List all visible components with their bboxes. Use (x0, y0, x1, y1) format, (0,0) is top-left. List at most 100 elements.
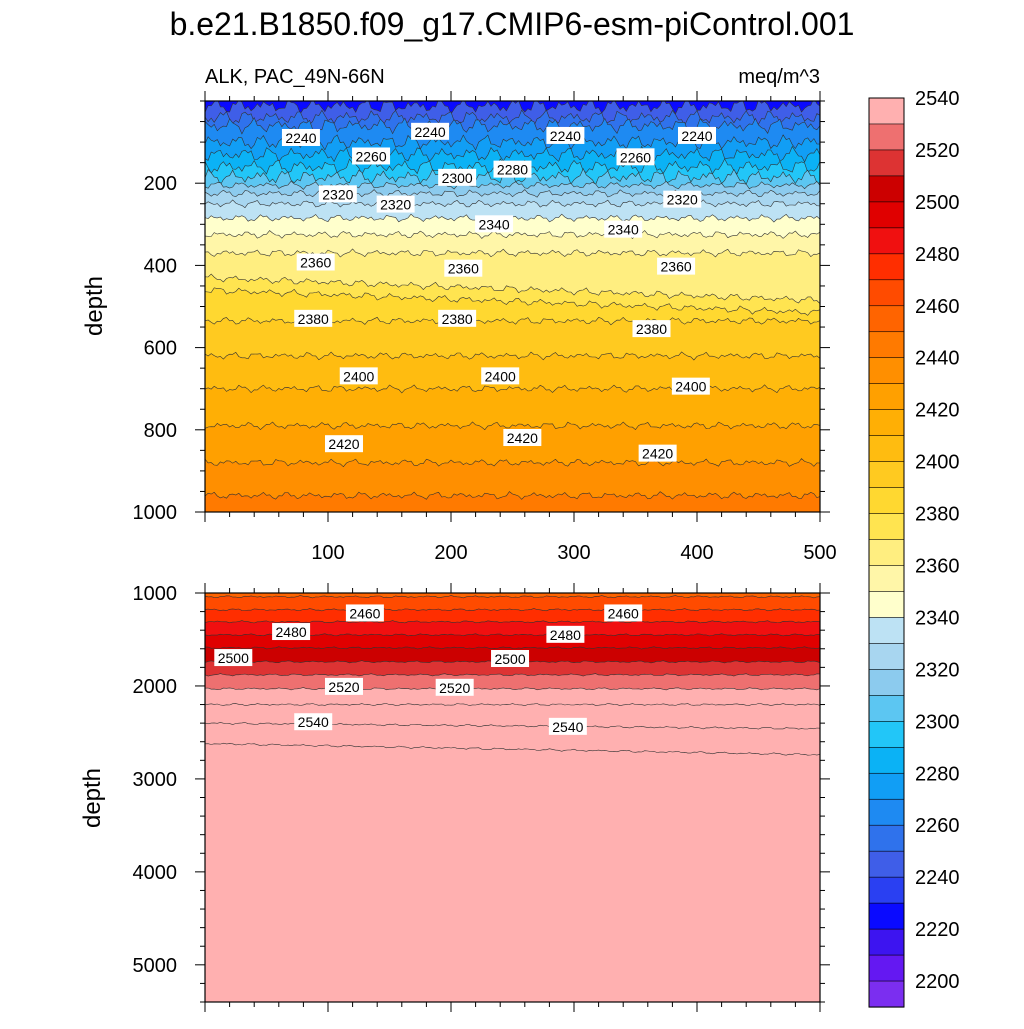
colorbar-tick-label: 2340 (915, 607, 960, 629)
chart-title: b.e21.B1850.f09_g17.CMIP6-esm-piControl.… (170, 6, 855, 42)
contour-line-2530 (205, 703, 820, 707)
contour-line-2310 (205, 189, 820, 198)
colorbar-tick-label: 2300 (915, 711, 960, 733)
contour-label: 2520 (435, 678, 474, 696)
colorbar-swatch (868, 383, 905, 411)
contour-label-text: 2380 (442, 311, 473, 327)
colorbar-tick-label: 2360 (915, 556, 960, 578)
colorbar-swatch (868, 123, 905, 151)
contour-label: 2300 (438, 168, 477, 186)
colorbar-swatch (868, 669, 905, 696)
contour-band-2550 (205, 743, 820, 1002)
y-tick-label: 2000 (133, 676, 178, 698)
contour-line-2340 (205, 230, 820, 240)
contour-label-text: 2380 (636, 321, 667, 337)
contour-line-2300 (205, 180, 820, 190)
colorbar-swatch (868, 565, 905, 593)
contour-label: 2260 (616, 148, 655, 166)
contour-label-text: 2460 (608, 605, 639, 621)
contour-label-text: 2240 (285, 130, 316, 146)
colorbar-tick-label: 2400 (915, 452, 960, 474)
colorbar-tick-label: 2200 (915, 971, 960, 993)
colorbar-swatch (868, 435, 905, 463)
contour-line-2320 (205, 199, 820, 209)
y-tick-label: 1000 (133, 583, 178, 605)
contour-label-text: 2260 (355, 148, 386, 164)
contour-label-text: 2300 (442, 170, 473, 186)
x-tick-label: 400 (680, 542, 713, 564)
contour-label-text: 2500 (494, 651, 525, 667)
contour-label: 2400 (339, 367, 378, 385)
contour-label: 2240 (678, 126, 716, 144)
contour-label-text: 2420 (328, 436, 359, 452)
variable-label: ALK, PAC_49N-66N (205, 66, 385, 88)
colorbar-tick-label: 2460 (915, 296, 960, 318)
contour-label: 2380 (632, 320, 671, 338)
contour-label-text: 2320 (380, 197, 411, 213)
y-tick-label: 3000 (133, 769, 178, 791)
contour-label-text: 2240 (681, 128, 712, 144)
colorbar-swatch (868, 305, 905, 333)
contour-label-text: 2320 (667, 192, 698, 208)
contour-line-2520 (205, 687, 820, 691)
contour-label: 2500 (214, 649, 253, 667)
colorbar-swatch (868, 253, 905, 281)
colorbar-swatch (868, 201, 905, 229)
contour-label-text: 2400 (343, 368, 374, 384)
contour-label: 2320 (663, 190, 702, 208)
contour-label-text: 2240 (550, 128, 581, 144)
contour-label: 2340 (604, 220, 643, 238)
contour-label-text: 2540 (552, 719, 583, 735)
contour-line-2240 (205, 109, 820, 127)
contour-label-text: 2240 (415, 124, 446, 140)
contour-label-text: 2400 (675, 379, 706, 395)
colorbar-tick-label: 2540 (915, 88, 960, 110)
contour-label: 2400 (481, 367, 520, 385)
colorbar-swatch (868, 876, 905, 904)
colorbar-tick-label: 2480 (915, 244, 960, 266)
colorbar-swatch (868, 772, 905, 800)
colorbar-swatch (868, 357, 905, 385)
x-tick-label: 200 (434, 542, 467, 564)
contour-label: 2260 (352, 147, 391, 165)
colorbar-swatch (868, 721, 905, 748)
contour-line-2460 (205, 608, 820, 612)
colorbar-tick-label: 2240 (915, 867, 960, 889)
contour-label: 2520 (324, 677, 363, 695)
x-tick-label: 100 (311, 542, 344, 564)
contour-label: 2360 (657, 257, 696, 275)
contour-label-text: 2360 (661, 259, 692, 275)
colorbar-swatch (868, 902, 905, 930)
colorbar-swatch (868, 487, 905, 515)
colorbar-swatch (868, 695, 905, 722)
contour-label-text: 2520 (439, 680, 470, 696)
contour-line-2550 (205, 742, 820, 756)
colorbar-swatch (868, 97, 905, 125)
contour-line-2410 (205, 421, 820, 431)
colorbar: 2200 2220 2240 2260 2280 2300 2320 2340 2360 2380… (868, 88, 960, 1008)
colorbar-tick-label: 2260 (915, 815, 960, 837)
contour-line-2510 (205, 673, 820, 677)
colorbar-swatch (868, 798, 905, 826)
contour-line-2390 (205, 351, 820, 361)
contour-line-2250 (205, 117, 820, 135)
colorbar-swatch (868, 149, 905, 177)
colorbar-swatch (868, 928, 905, 956)
contour-label-text: 2520 (328, 679, 359, 695)
colorbar-swatch (868, 539, 905, 567)
contour-line-2230 (205, 101, 820, 115)
colorbar-tick-label: 2500 (915, 192, 960, 214)
contour-label: 2400 (671, 377, 710, 395)
y-tick-label: 200 (144, 173, 177, 195)
colorbar-tick-label: 2520 (915, 140, 960, 162)
contour-label: 2500 (491, 649, 530, 667)
colorbar-tick-label: 2280 (915, 763, 960, 785)
lower-ylabel: depth (79, 768, 106, 828)
colorbar-swatch (868, 954, 905, 982)
colorbar-swatch (868, 279, 905, 307)
contour-line-2430 (205, 491, 820, 500)
contour-label-text: 2360 (448, 261, 479, 277)
contour-label-text: 2380 (298, 311, 329, 327)
contour-label-text: 2340 (608, 222, 639, 238)
y-tick-label: 800 (144, 420, 177, 442)
